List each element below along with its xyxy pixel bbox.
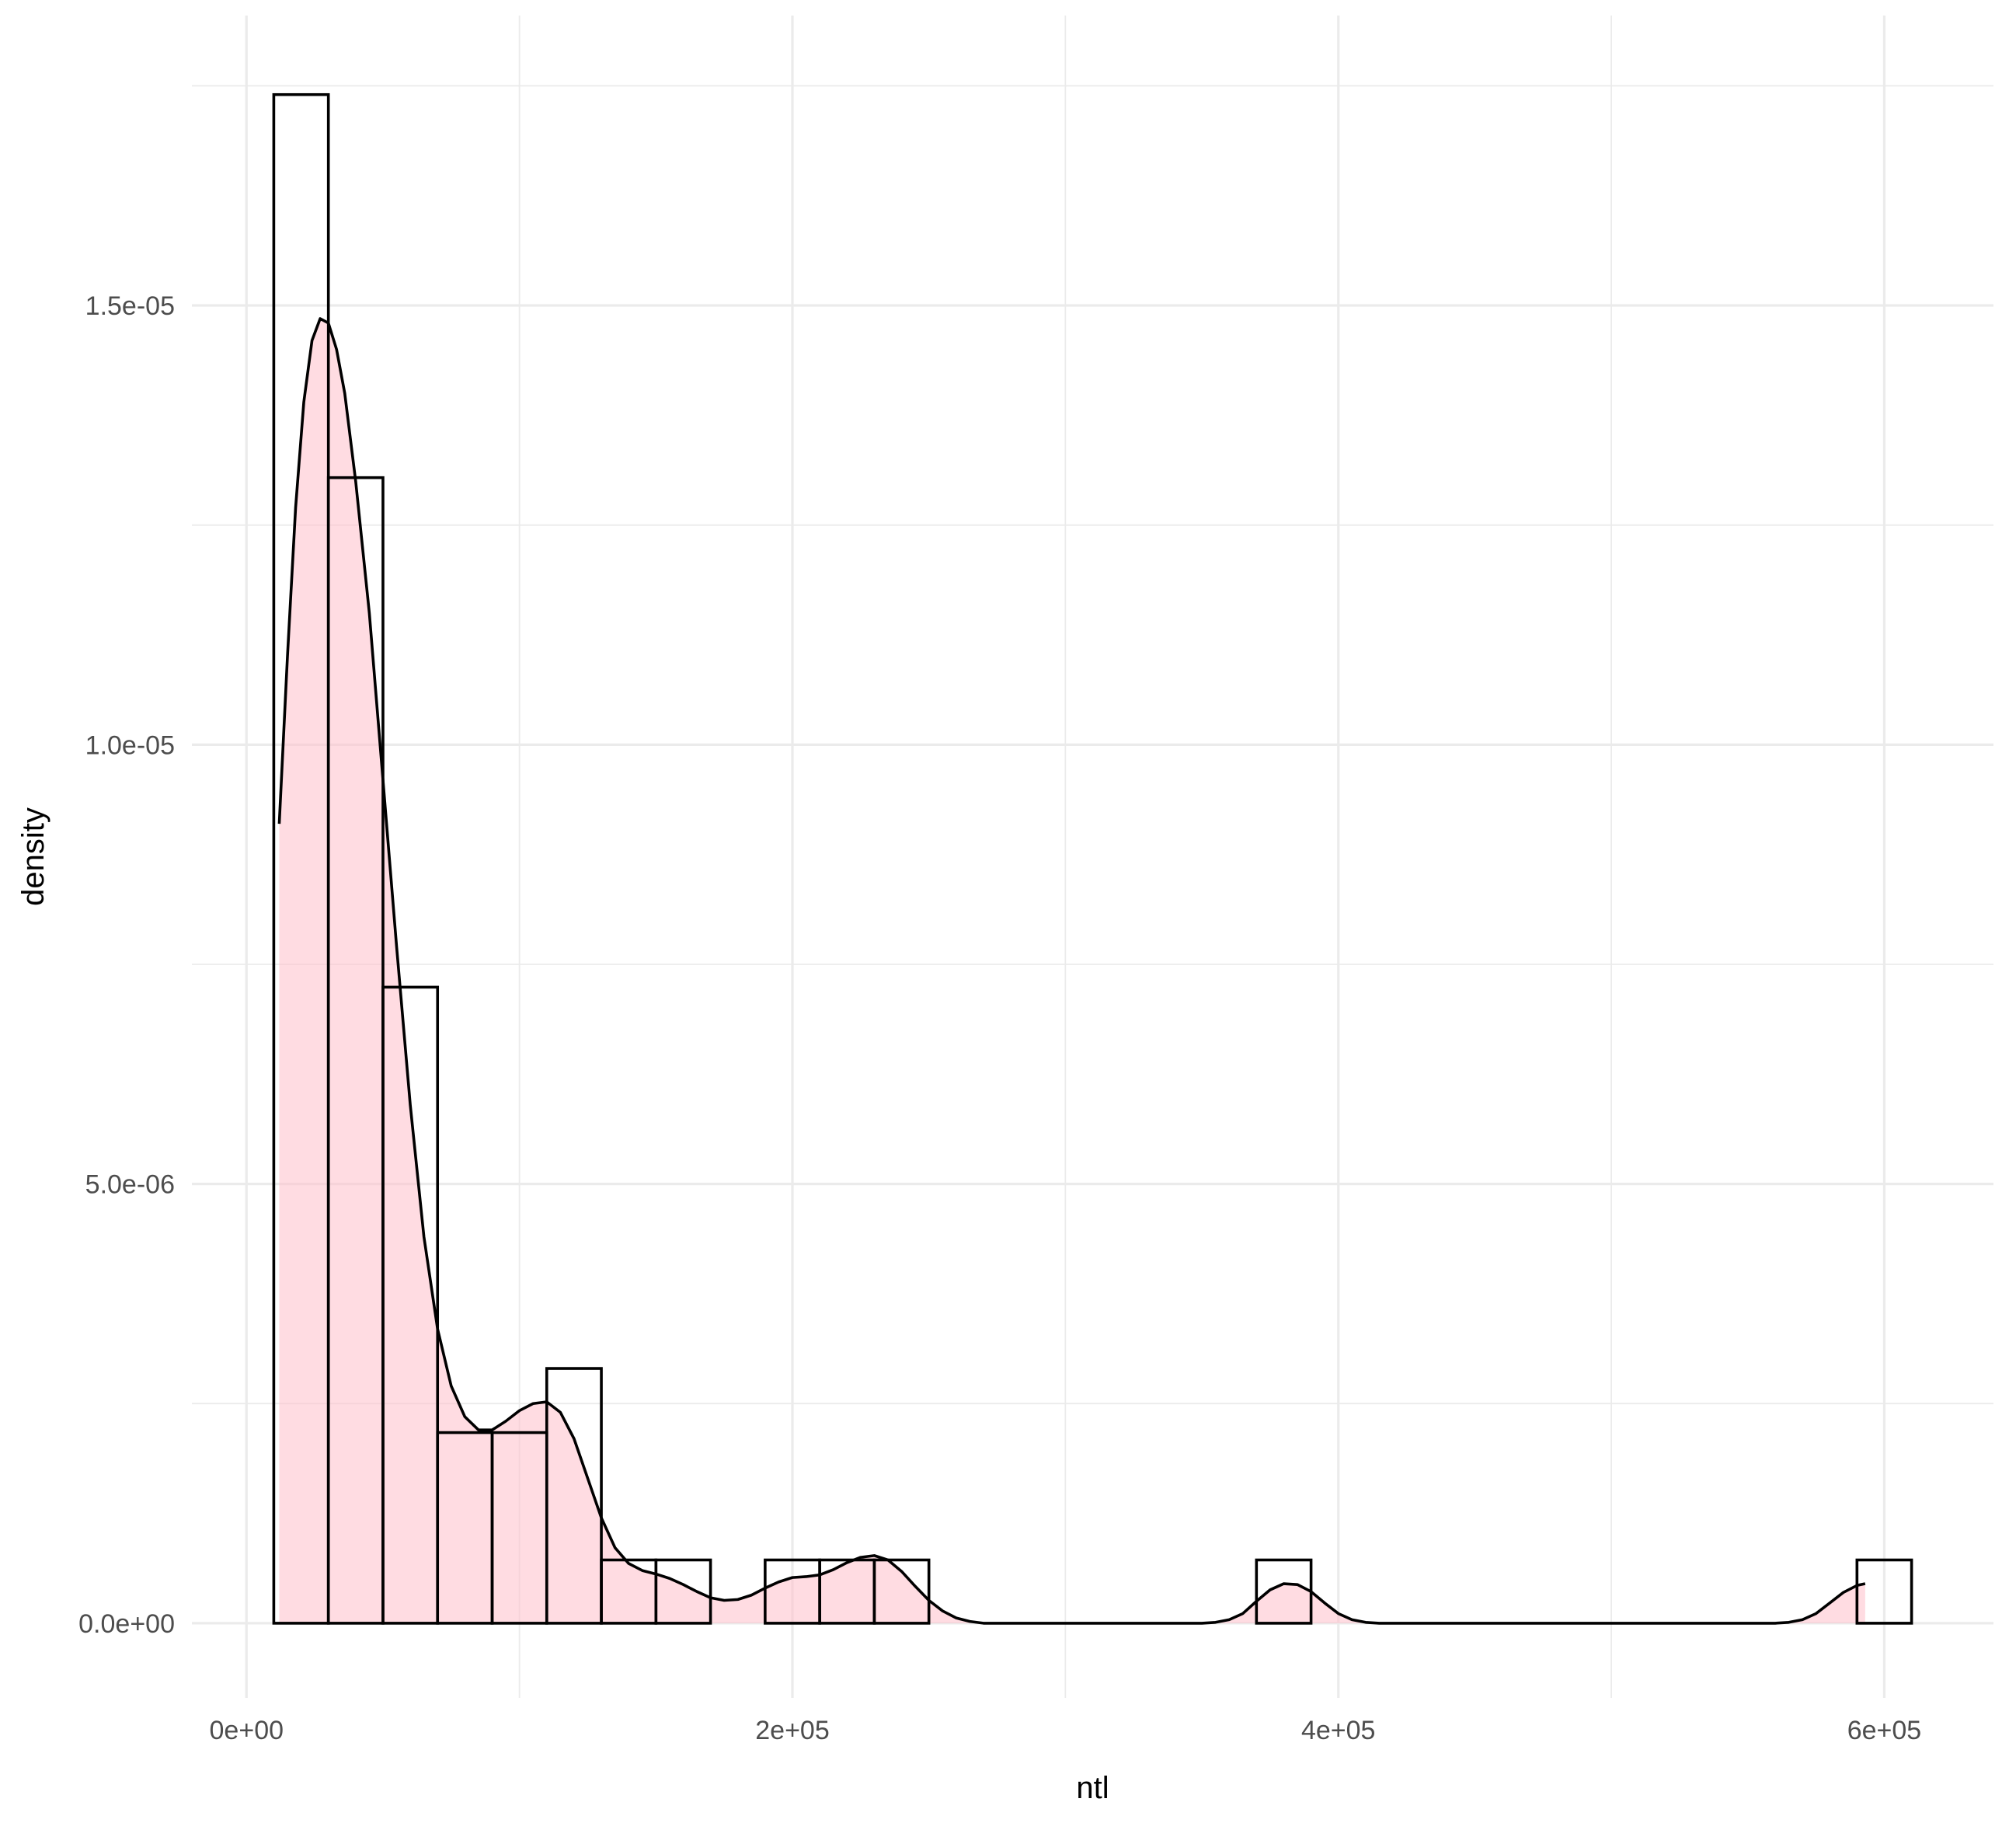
y-tick-label: 0.0e+00 (78, 1609, 175, 1639)
x-axis-tick-labels: 0e+00 2e+05 4e+05 6e+05 (210, 1716, 1922, 1745)
density-curve (277, 317, 1866, 1625)
y-axis-title: density (16, 807, 50, 906)
histogram-bar (654, 1558, 712, 1625)
density-fill (279, 319, 1865, 1623)
y-tick-label: 1.0e-05 (85, 730, 175, 760)
x-tick-label: 0e+00 (210, 1716, 284, 1745)
y-tick-label: 5.0e-06 (85, 1170, 175, 1200)
histogram-bar (381, 985, 440, 1625)
histogram-bar (872, 1558, 931, 1625)
density-line (277, 317, 1866, 1625)
histogram-bar (545, 1367, 603, 1625)
density-area (279, 319, 1865, 1623)
y-tick-label: 1.5e-05 (85, 291, 175, 321)
histogram-bar (1855, 1558, 1913, 1625)
x-tick-label: 6e+05 (1847, 1716, 1922, 1745)
x-axis-title: ntl (1076, 1771, 1109, 1805)
y-axis-tick-labels: 0.0e+00 5.0e-06 1.0e-05 1.5e-05 (78, 291, 175, 1639)
x-tick-label: 2e+05 (755, 1716, 830, 1745)
histogram-bars (272, 92, 1913, 1625)
x-tick-label: 4e+05 (1301, 1716, 1376, 1745)
